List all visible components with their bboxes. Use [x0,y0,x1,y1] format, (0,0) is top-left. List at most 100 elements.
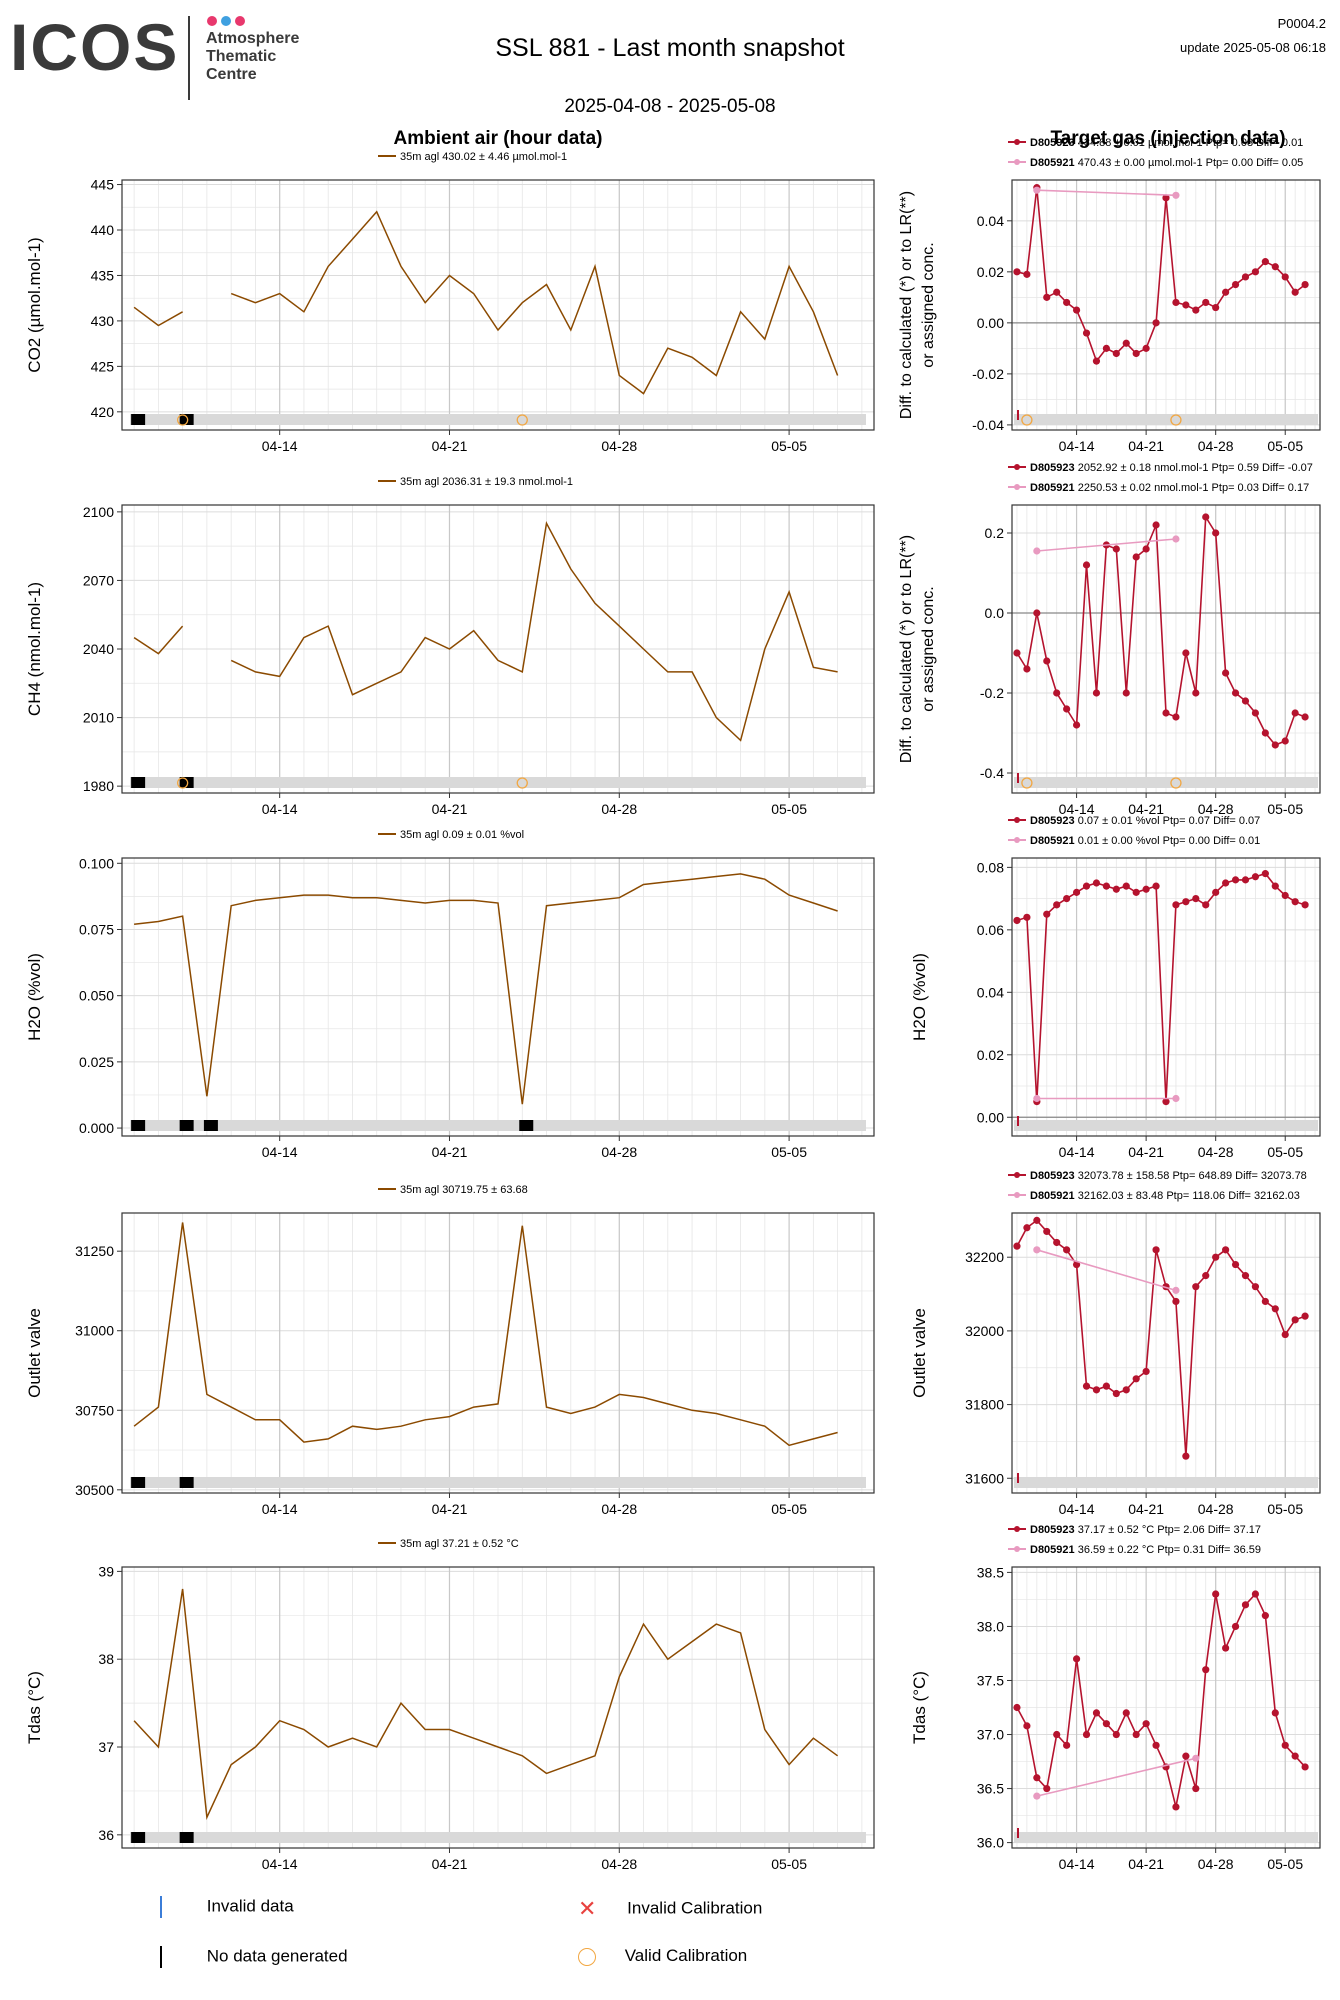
data-point-D805923 [1251,1590,1260,1598]
y-tick-label: 0.00 [977,1109,1004,1125]
data-point-D805923 [1212,529,1220,537]
x-tick-label: 05-05 [1267,801,1303,817]
logo-divider [188,16,190,100]
ambient-panel-3: 30500 30750 31000 31250 04-14 04-21 04-28 05-05… [25,1184,875,1517]
legend-dot-icon [1014,1172,1020,1178]
x-tick-label: 04-28 [1198,1144,1234,1160]
data-point-D805923 [1241,1272,1250,1280]
data-point-D805923 [1023,1224,1031,1232]
logo-dot-pink [207,16,217,26]
y-tick-label: 0.04 [977,213,1004,229]
series-line-ambient [133,1222,838,1447]
status-band [1014,1477,1318,1488]
x-tick-label: 04-14 [1059,438,1095,454]
data-point-D805923 [1152,521,1160,529]
data-point-D805923 [1112,1389,1120,1398]
data-point-D805923 [1261,870,1269,878]
y-tick-label: 38.5 [977,1564,1004,1580]
data-point-D805923 [1013,268,1021,276]
data-point-D805923 [1281,891,1289,900]
data-point-D805923 [1192,1283,1200,1291]
data-point-D805923 [1072,1655,1081,1663]
legend-invalid-cal-label: Invalid Calibration [627,1898,763,1918]
data-point-D805923 [1241,697,1250,705]
plot-frame [121,1566,875,1849]
series-line-D805921 [1036,189,1176,197]
cylinder-id: D805921 [1030,482,1078,494]
data-point-D805923 [1192,1784,1200,1793]
y-tick-label: 0.00 [977,315,1004,331]
x-tick-label: 04-14 [262,1501,298,1517]
y-tick-label: 32200 [965,1249,1004,1265]
data-point-D805923 [1112,1730,1120,1739]
y-tick-label: 0.06 [977,922,1004,938]
data-point-D805923 [1212,888,1220,896]
plot-frame [1011,857,1321,1137]
data-point-D805921 [1172,1094,1180,1103]
x-tick-label: 04-21 [432,801,468,817]
plot-frame [1011,1566,1321,1849]
data-point-D805923 [1301,713,1309,721]
data-point-D805923 [1112,545,1120,553]
target-panel-0: -0.04 -0.02 0.00 0.02 0.04 04-14 04-21 04-28 05-… [898,137,1321,454]
y-tick-label: 36.0 [977,1835,1004,1851]
data-point-D805923 [1082,882,1091,890]
legend-valid-cal-label: Valid Calibration [624,1946,748,1965]
data-point-D805923 [1202,1666,1210,1674]
cylinder-id: D805923 [1030,462,1078,474]
y-tick-label: 0.02 [977,1047,1004,1063]
x-tick-label: 05-05 [771,801,807,817]
cylinder-id: D805921 [1030,835,1078,847]
series-line-ambient [133,1588,839,1821]
legend-invalid-data-label: Invalid data [206,1896,294,1916]
data-point-D805923 [1222,879,1230,887]
data-point-D805921 [1033,1792,1041,1800]
data-point-D805923 [1072,888,1081,896]
ambient-panel-0: 420 425 430 435 440 445 04-14 04-21 04-28 05-05 CO… [25,151,875,454]
data-point-D805923 [1251,268,1260,276]
data-point-D805923 [1132,349,1140,358]
data-point-D805923 [1013,1242,1021,1250]
logo-dot-pink-2 [235,16,245,26]
data-point-D805923 [1063,1741,1071,1749]
logo-sub-line-1: Atmosphere [206,30,300,47]
y-tick-label: -0.2 [980,685,1004,701]
data-point-D805923 [1023,913,1031,921]
status-band [130,777,866,788]
y-tick-label: 435 [91,267,115,283]
data-point-D805923 [1023,665,1031,673]
y-axis-label: CH4 (nmol.mol-1) [25,582,44,716]
status-band [1014,1120,1318,1131]
target-legend-label: D805921 36.59 ± 0.22 °C Ptp= 0.31 Diff= … [1030,1544,1261,1556]
data-point-D805923 [1212,1253,1220,1261]
invalid-data-marker-icon [160,1896,162,1918]
x-tick-label: 04-21 [1128,1501,1164,1517]
data-point-D805923 [1301,280,1309,289]
logo-subtitle: Atmosphere Thematic Centre [206,30,299,84]
data-point-D805923 [1033,1774,1041,1782]
data-point-D805921 [1033,1246,1041,1254]
data-point-D805923 [1291,1316,1299,1324]
data-point-D805923 [1291,898,1299,906]
cylinder-id: D805921 [1030,1544,1078,1556]
data-point-D805923 [1132,553,1140,561]
cylinder-stats: 0.01 ± 0.00 %vol Ptp= 0.00 Diff= 0.01 [1078,835,1261,847]
no-data-marker [179,777,194,788]
plot-frame [1011,504,1321,794]
data-point-D805923 [1043,657,1051,665]
y-tick-label: 0.000 [79,1120,114,1136]
series-line-ambient [133,210,839,395]
plot-frame [121,857,875,1137]
data-point-D805923 [1202,513,1210,521]
valid-calibration-marker [176,414,189,426]
data-point-D805923 [1182,898,1190,906]
series-line-ambient [133,520,838,742]
y-tick-label: 430 [91,313,115,329]
x-tick-label: 05-05 [771,1501,807,1517]
logo-sub-line-2: Thematic [206,48,277,65]
data-point-D805923 [1271,882,1279,890]
data-point-D805923 [1122,339,1130,347]
target-panel-3: 31600 31800 32000 32200 04-14 04-21 04-28 05-05… [910,1170,1321,1517]
y-tick-label: 2100 [83,504,114,520]
y-tick-label: -0.04 [972,417,1004,433]
